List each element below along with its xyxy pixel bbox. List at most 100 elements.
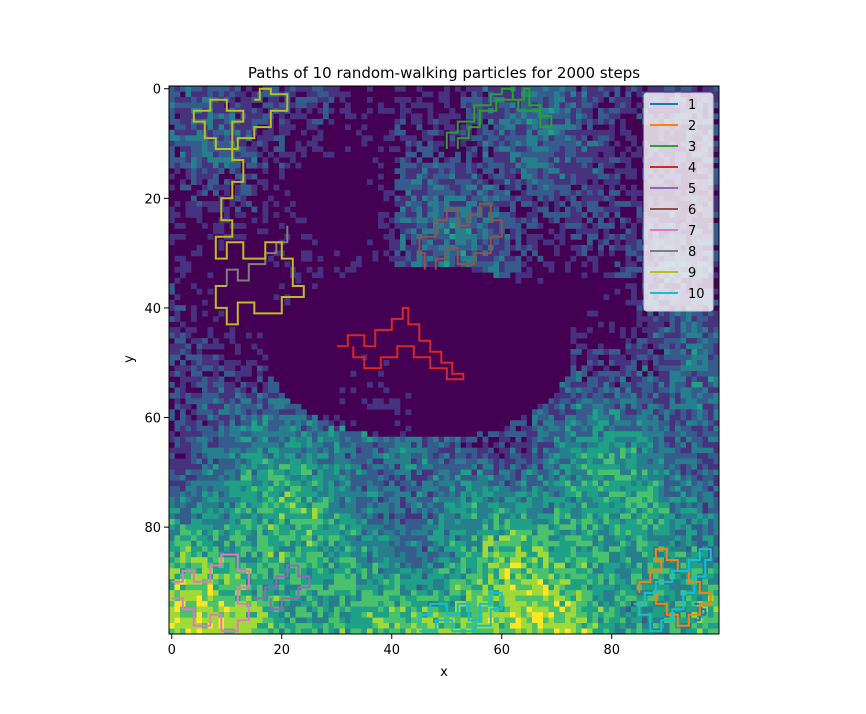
heatmap-cell <box>350 420 357 427</box>
heatmap-cell <box>405 195 412 202</box>
heatmap-cell <box>603 529 610 536</box>
heatmap-cell <box>526 502 533 509</box>
heatmap-cell <box>268 135 274 142</box>
heatmap-cell <box>642 513 648 520</box>
heatmap-cell <box>400 458 406 465</box>
heatmap-cell <box>592 140 599 147</box>
heatmap-cell <box>169 464 175 470</box>
heatmap-cell <box>510 195 516 202</box>
heatmap-cell <box>356 507 362 514</box>
heatmap-cell <box>378 535 384 542</box>
heatmap-cell <box>477 91 483 98</box>
heatmap-cell <box>592 392 599 399</box>
heatmap-cell <box>262 354 269 361</box>
heatmap-cell <box>570 507 577 514</box>
heatmap-cell <box>664 360 670 366</box>
heatmap-cell <box>378 223 384 229</box>
heatmap-cell <box>273 513 280 520</box>
heatmap-cell <box>235 518 241 525</box>
heatmap-cell <box>389 255 395 262</box>
heatmap-cell <box>416 184 423 191</box>
heatmap-cell <box>504 233 511 240</box>
heatmap-cell <box>598 381 604 388</box>
heatmap-cell <box>251 173 258 180</box>
heatmap-cell <box>279 431 285 438</box>
heatmap-cell <box>625 464 632 470</box>
heatmap-cell <box>191 376 197 383</box>
heatmap-cell <box>444 475 450 481</box>
heatmap-cell <box>466 255 472 262</box>
heatmap-cell <box>482 535 489 542</box>
heatmap-cell <box>647 507 654 514</box>
heatmap-cell <box>213 376 219 383</box>
heatmap-cell <box>191 469 197 476</box>
heatmap-cell <box>411 118 417 125</box>
heatmap-cell <box>548 140 555 147</box>
heatmap-cell <box>444 529 450 536</box>
heatmap-cell <box>658 436 665 443</box>
heatmap-cell <box>218 184 225 191</box>
heatmap-cell <box>240 453 247 459</box>
heatmap-cell <box>416 480 423 487</box>
heatmap-cell <box>620 360 626 366</box>
heatmap-cell <box>400 107 406 114</box>
heatmap-cell <box>488 458 494 465</box>
heatmap-cell <box>257 529 263 536</box>
heatmap-cell <box>350 502 357 509</box>
heatmap-cell <box>416 469 423 476</box>
heatmap-cell <box>290 431 296 438</box>
heatmap-cell <box>334 414 340 421</box>
heatmap-cell <box>268 469 274 476</box>
heatmap-cell <box>301 217 307 224</box>
heatmap-cell <box>647 327 654 333</box>
heatmap-cell <box>653 403 659 410</box>
heatmap-cell <box>328 442 335 448</box>
heatmap-cell <box>411 228 417 235</box>
heatmap-cell <box>521 250 527 257</box>
heatmap-cell <box>235 447 241 454</box>
heatmap-cell <box>389 507 395 514</box>
heatmap-cell <box>559 458 566 465</box>
heatmap-cell <box>697 529 703 536</box>
heatmap-cell <box>554 140 560 147</box>
heatmap-cell <box>400 157 406 164</box>
heatmap-cell <box>400 102 406 109</box>
heatmap-cell <box>196 288 203 295</box>
heatmap-cell <box>636 354 643 361</box>
heatmap-cell <box>180 524 186 531</box>
heatmap-cell <box>273 102 280 109</box>
heatmap-cell <box>433 184 439 191</box>
heatmap-cell <box>235 343 241 350</box>
heatmap-cell <box>702 392 709 399</box>
heatmap-cell <box>301 146 307 153</box>
heatmap-cell <box>312 507 318 514</box>
heatmap-cell <box>279 420 285 427</box>
heatmap-cell <box>301 480 307 487</box>
heatmap-cell <box>185 343 192 350</box>
heatmap-cell <box>680 409 687 416</box>
heatmap-cell <box>185 458 192 465</box>
heatmap-cell <box>686 425 692 432</box>
heatmap-cell <box>554 217 560 224</box>
heatmap-cell <box>669 398 676 405</box>
heatmap-cell <box>378 436 384 443</box>
heatmap-cell <box>587 140 593 147</box>
heatmap-cell <box>713 201 720 207</box>
heatmap-cell <box>196 360 203 366</box>
heatmap-cell <box>427 162 434 169</box>
heatmap-cell <box>713 436 720 443</box>
heatmap-cell <box>488 118 494 125</box>
heatmap-cell <box>576 497 582 503</box>
heatmap-cell <box>493 535 500 542</box>
heatmap-cell <box>620 102 626 109</box>
heatmap-cell <box>202 497 208 503</box>
heatmap-cell <box>378 398 384 405</box>
heatmap-cell <box>262 91 269 98</box>
heatmap-cell <box>658 360 665 366</box>
heatmap-cell <box>312 464 318 470</box>
heatmap-cell <box>625 486 632 492</box>
heatmap-cell <box>394 261 401 268</box>
heatmap-cell <box>625 96 632 103</box>
heatmap-cell <box>295 436 302 443</box>
heatmap-cell <box>713 168 720 174</box>
